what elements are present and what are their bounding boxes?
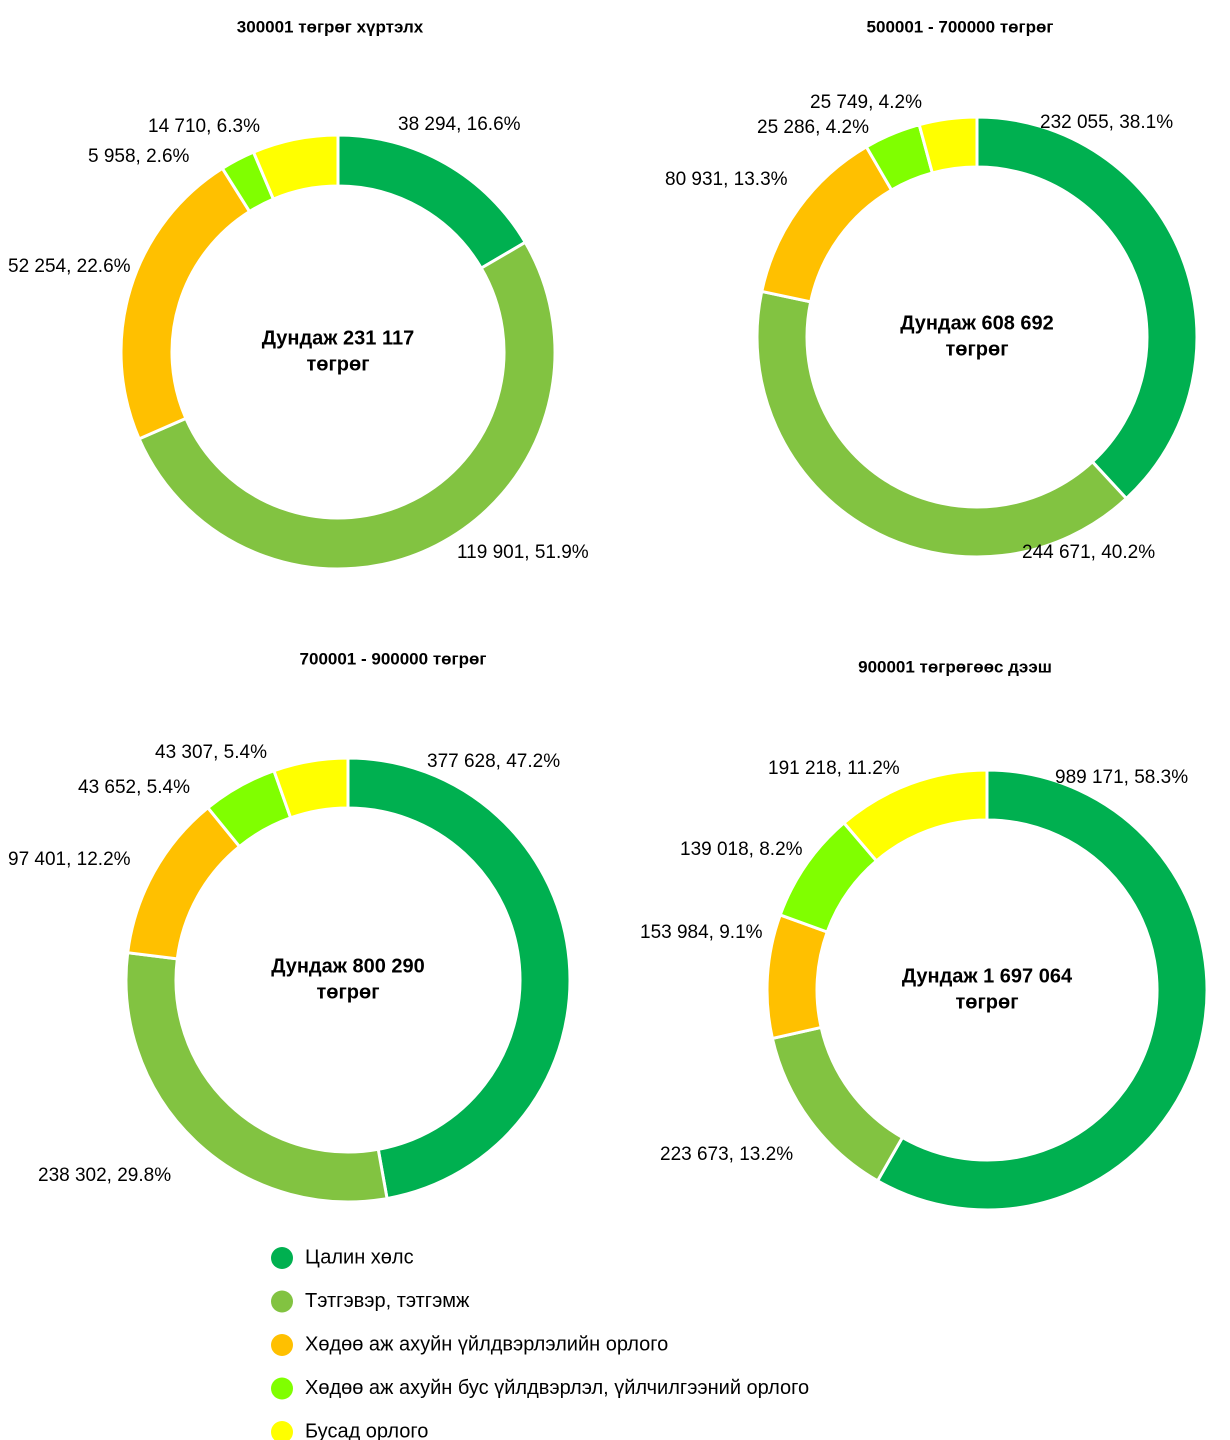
legend-label: Цалин хөлс [305, 1246, 414, 1268]
data-label: 377 628, 47.2% [427, 751, 560, 772]
legend-label: Хөдөө аж ахуйн үйлдвэрлэлийн орлого [305, 1333, 668, 1355]
chart-title: 300001 төгрөг хүртэлх [237, 17, 424, 36]
donut-slice [346, 756, 572, 1201]
center-label: Дундаж 1 697 064 [902, 965, 1073, 987]
data-label: 238 302, 29.8% [38, 1165, 171, 1186]
donut-slice [975, 115, 1199, 501]
legend-label: Хөдөө аж ахуйн бус үйлдвэрлэл, үйлчилгээ… [305, 1377, 809, 1399]
data-label: 191 218, 11.2% [768, 758, 900, 779]
data-label: 97 401, 12.2% [8, 849, 131, 870]
data-label: 232 055, 38.1% [1040, 112, 1173, 133]
center-label: төгрөг [316, 981, 379, 1003]
donut-slice [917, 115, 979, 175]
donut-slice [765, 913, 830, 1041]
center-label: төгрөг [945, 338, 1008, 360]
data-label: 153 984, 9.1% [640, 922, 763, 943]
data-label: 5 958, 2.6% [88, 146, 190, 167]
center-label: Дундаж 800 290 [271, 955, 425, 977]
data-label: 43 307, 5.4% [155, 742, 267, 763]
chart-title: 700001 - 900000 төгрөг [300, 649, 487, 668]
data-label: 43 652, 5.4% [78, 777, 190, 798]
data-label: 38 294, 16.6% [398, 114, 521, 135]
data-label: 244 671, 40.2% [1022, 542, 1155, 563]
donut-slice [841, 768, 989, 863]
chart-title: 900001 төгрөгөөс дээш [858, 657, 1052, 676]
data-label: 52 254, 22.6% [8, 256, 131, 277]
donut-slice [336, 133, 528, 271]
data-label: 80 931, 13.3% [665, 169, 788, 190]
data-label: 139 018, 8.2% [680, 839, 803, 860]
data-label: 25 749, 4.2% [810, 92, 922, 113]
legend-marker [271, 1421, 293, 1440]
center-label: Дундаж 231 117 [262, 327, 414, 349]
data-label: 989 171, 58.3% [1055, 767, 1188, 788]
legend-marker [271, 1247, 293, 1269]
data-label: 14 710, 6.3% [148, 116, 260, 137]
legend-label: Тэтгэвэр, тэтгэмж [305, 1290, 470, 1312]
donut-slice [119, 166, 252, 441]
donut-slice [875, 768, 1209, 1212]
data-label: 25 286, 4.2% [757, 117, 869, 138]
data-label: 119 901, 51.9% [457, 542, 589, 563]
donut-slice [137, 240, 557, 571]
donut-slice [251, 133, 340, 202]
donut-slice [272, 756, 350, 820]
legend-marker [271, 1334, 293, 1356]
legend-marker [271, 1290, 293, 1313]
legend-marker [271, 1377, 293, 1400]
data-label: 223 673, 13.2% [660, 1144, 793, 1165]
donut-slice [126, 805, 242, 961]
legend-label: Бусад орлого [305, 1420, 428, 1440]
center-label: Дундаж 608 692 [900, 312, 1054, 334]
center-label: төгрөг [955, 991, 1018, 1013]
donut-slice [755, 289, 1129, 559]
center-label: төгрөг [306, 353, 369, 375]
chart-title: 500001 - 700000 төгрөг [867, 17, 1054, 36]
